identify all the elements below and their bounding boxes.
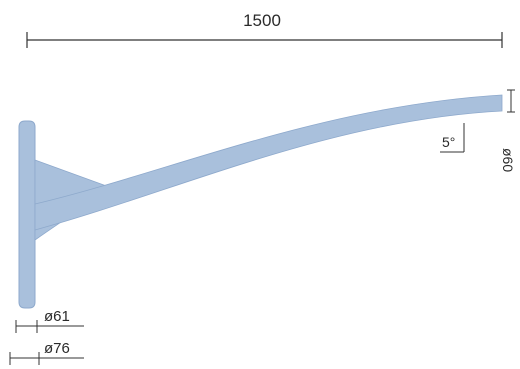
- mount-outer-diameter-label: ø76: [44, 340, 70, 357]
- mount-outer-diameter-annotation: ø76: [9, 340, 84, 365]
- mount-inner-diameter-label: ø61: [44, 308, 70, 325]
- tip-angle-label: 5°: [442, 134, 455, 150]
- lamp-bracket: [18, 94, 503, 309]
- tip-diameter-label: ø60: [500, 148, 516, 172]
- length-dimension-label: 1500: [243, 11, 281, 30]
- mounting-pipe: [18, 120, 36, 309]
- mount-inner-diameter-annotation: ø61: [15, 308, 84, 333]
- tip-angle-annotation: 5°: [440, 123, 465, 153]
- curved-arm: [34, 94, 503, 231]
- tip-diameter-annotation: ø60: [500, 89, 516, 172]
- length-dimension: 1500: [26, 11, 503, 48]
